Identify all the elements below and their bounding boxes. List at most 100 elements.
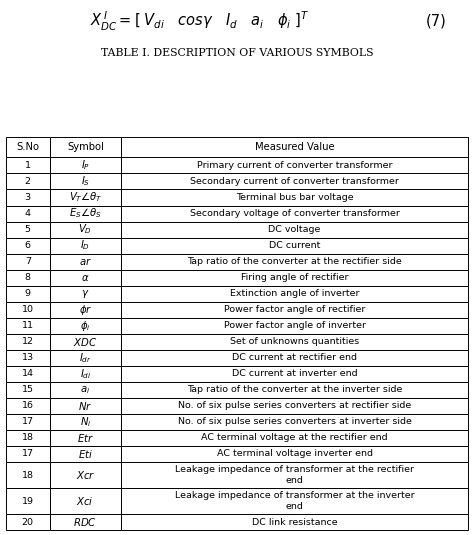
Bar — [50, 189, 121, 205]
Text: 4: 4 — [25, 209, 31, 218]
Text: 18: 18 — [22, 471, 34, 479]
Text: $\alpha$: $\alpha$ — [81, 273, 90, 282]
Bar — [121, 302, 468, 318]
Text: 13: 13 — [22, 353, 34, 362]
Bar — [50, 270, 121, 286]
Bar — [121, 462, 468, 488]
Text: DC link resistance: DC link resistance — [252, 518, 337, 527]
Text: Set of unknowns quantities: Set of unknowns quantities — [230, 337, 359, 346]
Text: 1: 1 — [25, 161, 31, 170]
Text: $\mathit{Nr}$: $\mathit{Nr}$ — [78, 400, 92, 412]
Bar — [50, 221, 121, 238]
Text: 3: 3 — [25, 193, 31, 202]
Text: DC current: DC current — [269, 241, 320, 250]
Bar — [50, 350, 121, 366]
Bar — [6, 286, 50, 302]
Bar — [121, 137, 468, 157]
Text: $\mathit{V}_T \angle\theta_T$: $\mathit{V}_T \angle\theta_T$ — [69, 190, 102, 204]
Bar — [6, 270, 50, 286]
Bar — [6, 462, 50, 488]
Bar — [50, 462, 121, 488]
Text: 18: 18 — [22, 433, 34, 442]
Bar — [6, 414, 50, 430]
Text: $\mathit{RDC}$: $\mathit{RDC}$ — [73, 516, 97, 528]
Bar — [6, 430, 50, 446]
Text: 8: 8 — [25, 273, 31, 282]
Text: DC voltage: DC voltage — [268, 225, 321, 234]
Text: No. of six pulse series converters at rectifier side: No. of six pulse series converters at re… — [178, 401, 411, 410]
Text: DC current at inverter end: DC current at inverter end — [232, 369, 357, 378]
Text: 17: 17 — [22, 449, 34, 458]
Bar — [6, 189, 50, 205]
Text: Power factor angle of rectifier: Power factor angle of rectifier — [224, 305, 365, 314]
Text: Secondary voltage of converter transformer: Secondary voltage of converter transform… — [190, 209, 400, 218]
Text: No. of six pulse series converters at inverter side: No. of six pulse series converters at in… — [178, 417, 411, 426]
Text: (7): (7) — [426, 14, 447, 29]
Bar — [50, 137, 121, 157]
Text: $\mathit{XDC}$: $\mathit{XDC}$ — [73, 336, 98, 348]
Bar — [6, 221, 50, 238]
Bar — [121, 446, 468, 462]
Bar — [50, 334, 121, 350]
Bar — [50, 514, 121, 530]
Bar — [50, 488, 121, 514]
Text: Power factor angle of inverter: Power factor angle of inverter — [224, 321, 365, 330]
Text: $\mathit{N}_i$: $\mathit{N}_i$ — [80, 415, 91, 429]
Text: Leakage impedance of transformer at the inverter
end: Leakage impedance of transformer at the … — [175, 491, 414, 511]
Bar — [121, 318, 468, 334]
Bar — [6, 382, 50, 398]
Bar — [6, 514, 50, 530]
Text: 2: 2 — [25, 177, 31, 186]
Text: Firing angle of rectifier: Firing angle of rectifier — [241, 273, 348, 282]
Bar — [50, 318, 121, 334]
Bar — [50, 254, 121, 270]
Text: $\mathit{I}_P$: $\mathit{I}_P$ — [81, 158, 90, 172]
Text: Tap ratio of the converter at the inverter side: Tap ratio of the converter at the invert… — [187, 385, 402, 394]
Bar — [121, 286, 468, 302]
Text: 15: 15 — [22, 385, 34, 394]
Bar — [50, 157, 121, 173]
Text: $\gamma$: $\gamma$ — [81, 288, 90, 300]
Text: 19: 19 — [22, 496, 34, 506]
Bar — [50, 382, 121, 398]
Bar — [121, 350, 468, 366]
Text: Primary current of converter transformer: Primary current of converter transformer — [197, 161, 392, 170]
Text: 7: 7 — [25, 257, 31, 266]
Bar — [6, 334, 50, 350]
Text: AC terminal voltage at the rectifier end: AC terminal voltage at the rectifier end — [201, 433, 388, 442]
Text: $\mathit{I}_S$: $\mathit{I}_S$ — [81, 174, 90, 188]
Text: 10: 10 — [22, 305, 34, 314]
Text: $\mathit{I}_{di}$: $\mathit{I}_{di}$ — [80, 367, 91, 381]
Bar — [6, 350, 50, 366]
Bar — [6, 238, 50, 254]
Text: 6: 6 — [25, 241, 31, 250]
Bar — [6, 318, 50, 334]
Bar — [6, 157, 50, 173]
Bar — [6, 446, 50, 462]
Bar — [50, 173, 121, 189]
Text: DC current at rectifier end: DC current at rectifier end — [232, 353, 357, 362]
Bar — [50, 366, 121, 382]
Bar — [121, 334, 468, 350]
Text: $\mathit{Eti}$: $\mathit{Eti}$ — [78, 448, 93, 460]
Bar — [121, 488, 468, 514]
Text: $\mathit{Etr}$: $\mathit{Etr}$ — [77, 432, 94, 444]
Text: 20: 20 — [22, 518, 34, 527]
Bar — [121, 430, 468, 446]
Text: Leakage impedance of transformer at the rectifier
end: Leakage impedance of transformer at the … — [175, 465, 414, 485]
Text: $\mathit{I}_{dr}$: $\mathit{I}_{dr}$ — [79, 351, 91, 365]
Text: Extinction angle of inverter: Extinction angle of inverter — [230, 289, 359, 298]
Text: $\mathit{I}_D$: $\mathit{I}_D$ — [80, 239, 91, 253]
Bar — [50, 430, 121, 446]
Text: $\mathit{Xci}$: $\mathit{Xci}$ — [76, 495, 94, 507]
Text: 11: 11 — [22, 321, 34, 330]
Bar — [121, 382, 468, 398]
Text: 9: 9 — [25, 289, 31, 298]
Bar — [6, 254, 50, 270]
Text: $\phi_i$: $\phi_i$ — [80, 319, 91, 333]
Text: TABLE I. DESCRIPTION OF VARIOUS SYMBOLS: TABLE I. DESCRIPTION OF VARIOUS SYMBOLS — [101, 49, 373, 58]
Bar — [50, 205, 121, 221]
Bar — [6, 366, 50, 382]
Text: S.No: S.No — [16, 142, 39, 152]
Text: Measured Value: Measured Value — [255, 142, 334, 152]
